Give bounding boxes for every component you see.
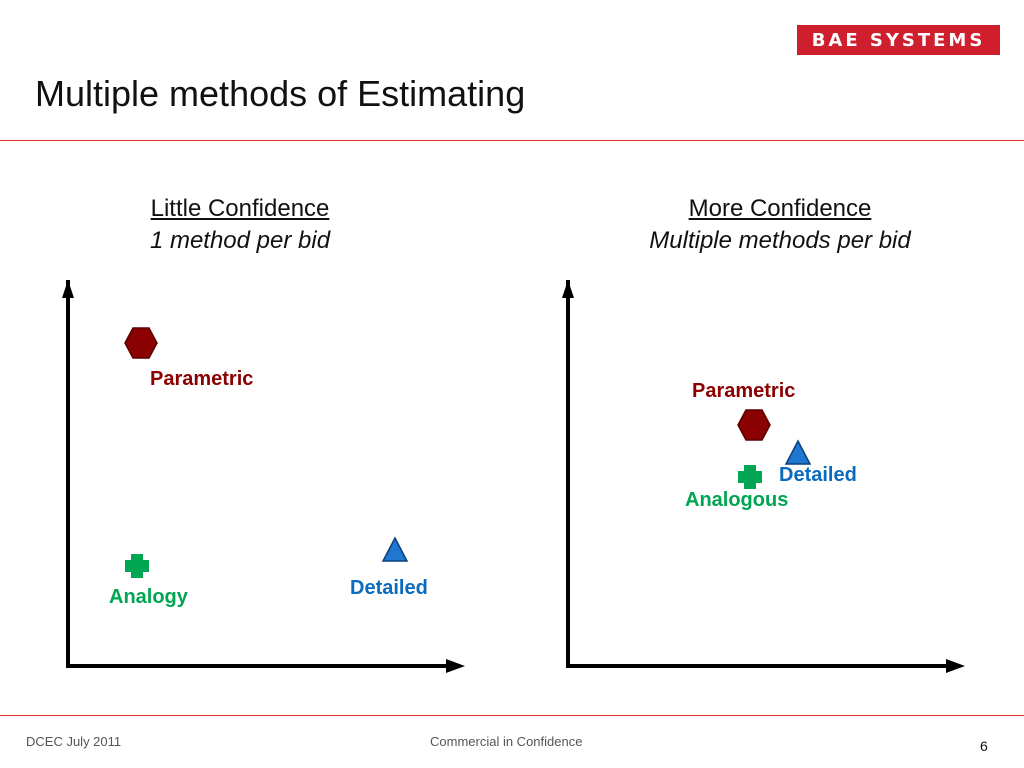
left-y-arrow-icon (62, 280, 74, 298)
left-detailed-label: Detailed (350, 577, 428, 599)
left-parametric-label: Parametric (150, 368, 254, 390)
logo-text: BAE SYSTEMS (811, 29, 986, 51)
left-analogy-plus-icon (125, 554, 149, 578)
right-y-arrow-icon (562, 280, 574, 298)
right-axes (562, 280, 965, 673)
left-heading-text: Little Confidence (150, 195, 330, 222)
right-analogous-label: Analogous (685, 489, 789, 511)
right-x-arrow-icon (946, 659, 965, 673)
left-analogy-label: Analogy (109, 586, 188, 608)
footer-divider (0, 715, 1024, 716)
left-panel-heading: Little Confidence 1 method per bid (90, 193, 390, 257)
bae-systems-logo: BAE SYSTEMS (797, 25, 1000, 55)
footer-date: DCEC July 2011 (26, 734, 122, 749)
left-subheading-text: 1 method per bid (149, 227, 331, 254)
left-axes (62, 280, 465, 673)
right-panel-heading: More Confidence Multiple methods per bid (580, 193, 980, 257)
page-number: 6 (980, 738, 988, 754)
right-parametric-label: Parametric (692, 380, 796, 402)
right-detailed-triangle-icon (784, 439, 812, 465)
right-parametric-hexagon-icon (737, 409, 771, 441)
footer-classification: Commercial in Confidence (430, 734, 583, 749)
left-parametric-hexagon-icon (124, 327, 158, 359)
right-detailed-label: Detailed (779, 464, 857, 486)
right-analogous-plus-icon (738, 465, 762, 489)
left-detailed-triangle-icon (381, 536, 409, 562)
right-subheading-text: Multiple methods per bid (649, 227, 911, 254)
slide-title: Multiple methods of Estimating (35, 73, 526, 114)
left-x-arrow-icon (446, 659, 465, 673)
header-divider (0, 140, 1024, 141)
right-heading-text: More Confidence (688, 195, 872, 222)
